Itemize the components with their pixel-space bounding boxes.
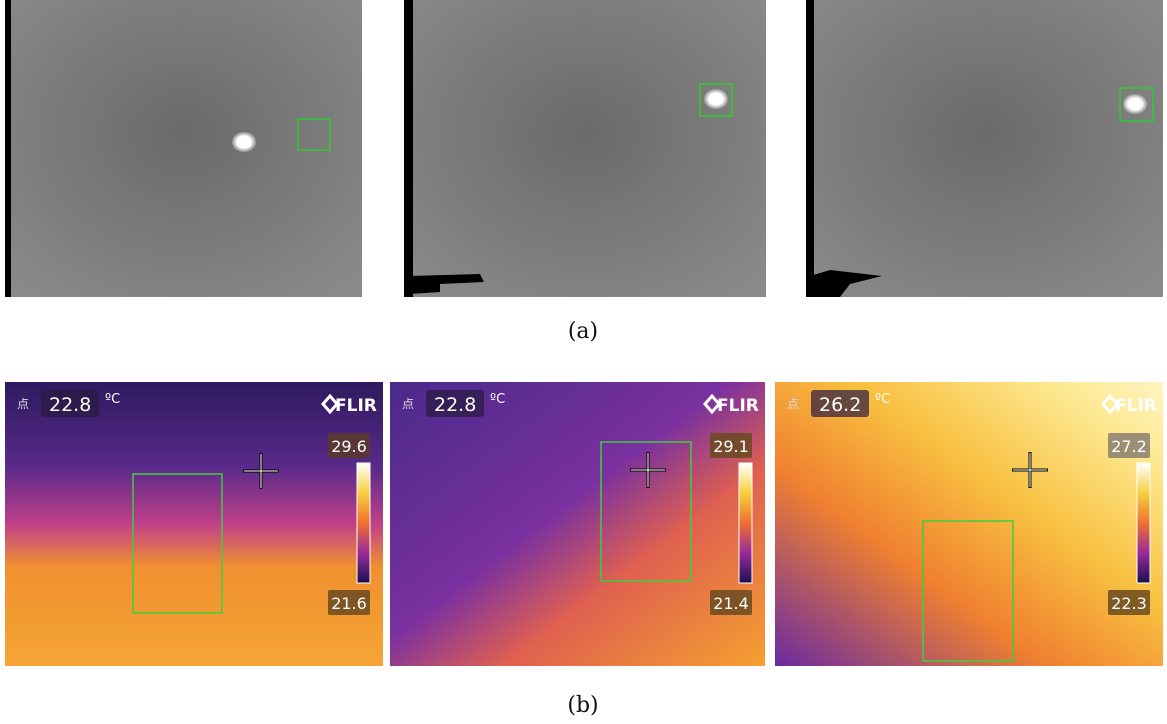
temp-box — [41, 390, 99, 417]
temperature: 22.8 — [434, 394, 476, 416]
crosshair — [244, 454, 278, 488]
detection-box — [600, 441, 692, 582]
scale-min-box — [328, 590, 370, 615]
color-bar — [1136, 462, 1151, 584]
crosshair — [631, 453, 665, 487]
thermal-image — [775, 382, 1163, 666]
scale-min: 22.3 — [1111, 594, 1147, 613]
flir-icon — [321, 393, 339, 415]
thermal-panel: 点 26.2 ºC FLIR 27.2 22.3 — [775, 382, 1163, 666]
temperature: 22.8 — [49, 394, 91, 416]
unit: ºC — [875, 392, 890, 407]
brand: FLIR — [1115, 396, 1157, 416]
point-label: 点 — [402, 397, 414, 411]
scale-max: 27.2 — [1111, 437, 1147, 456]
brand: FLIR — [335, 396, 377, 416]
thermal-image — [5, 382, 383, 666]
temperature: 26.2 — [819, 394, 861, 416]
caption: (a) — [568, 319, 598, 344]
unit: ºC — [105, 392, 120, 407]
brand: FLIR — [717, 396, 759, 416]
gray-panel — [806, 0, 1163, 297]
scale-max-box — [328, 433, 370, 458]
scale-max: 29.1 — [713, 437, 749, 456]
temp-box — [426, 390, 484, 417]
thermal-image — [390, 382, 765, 666]
point-label: 点 — [17, 397, 29, 411]
scale-min: 21.4 — [713, 594, 749, 613]
detection-box — [132, 473, 223, 614]
crosshair — [1013, 453, 1047, 487]
scale-max: 29.6 — [331, 437, 367, 456]
color-bar — [738, 462, 753, 584]
scale-max-box — [710, 433, 752, 458]
flir-icon — [1101, 393, 1119, 415]
scale-min: 21.6 — [331, 594, 367, 613]
gray-panel — [404, 0, 766, 297]
temp-box — [811, 390, 869, 417]
caption: (b) — [567, 693, 598, 718]
color-bar — [356, 462, 371, 584]
gray-panel — [5, 0, 362, 297]
flir-icon — [703, 393, 721, 415]
scale-max-box — [1108, 433, 1150, 458]
thermal-panel: 点 22.8 ºC FLIR 29.6 21.6 — [5, 382, 383, 666]
scale-min-box — [710, 590, 752, 615]
detection-box — [922, 520, 1014, 662]
point-label: 点 — [787, 397, 799, 411]
thermal-panel: 点 22.8 ºC FLIR 29.1 21.4 — [390, 382, 765, 666]
unit: ºC — [490, 392, 505, 407]
scale-min-box — [1108, 590, 1150, 615]
